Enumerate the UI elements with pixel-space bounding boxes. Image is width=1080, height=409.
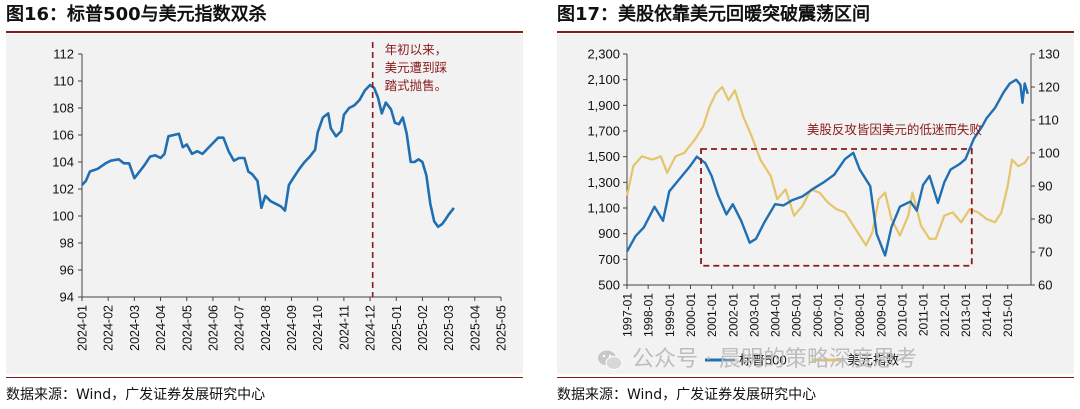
left-y-tick-label: 98 bbox=[60, 236, 74, 251]
left-annotation-text: 美元遭到踩 bbox=[385, 61, 448, 75]
right-right-y-tick-label: 100 bbox=[1038, 146, 1060, 161]
left-x-tick-label: 2025-04 bbox=[468, 305, 482, 351]
right-x-tick-label: 1997-01 bbox=[621, 293, 635, 337]
left-x-tick-label: 2024-03 bbox=[128, 305, 142, 351]
right-left-y-tick-label: 1,100 bbox=[587, 201, 620, 216]
left-annotation-text: 年初以来， bbox=[385, 43, 448, 57]
right-title-rule bbox=[557, 31, 1074, 33]
right-x-tick-label: 2005-01 bbox=[790, 293, 804, 337]
right-left-y-tick-label: 700 bbox=[598, 252, 620, 267]
left-chart-area bbox=[6, 34, 523, 374]
right-x-tick-label: 2008-01 bbox=[853, 293, 867, 337]
watermark: 公众号 · 晨明的策略深度思考 bbox=[596, 342, 917, 378]
right-bottom-rule bbox=[557, 377, 1074, 378]
left-y-tick-label: 110 bbox=[53, 74, 74, 89]
right-series-sp500 bbox=[625, 78, 1029, 257]
left-x-tick-label: 2024-08 bbox=[259, 305, 273, 351]
right-right-y-tick-label: 130 bbox=[1038, 47, 1060, 62]
right-left-y-tick-label: 1,900 bbox=[587, 98, 620, 113]
legend-dollar-label: 美元指数 bbox=[847, 353, 899, 368]
right-right-y-tick-label: 90 bbox=[1038, 179, 1052, 194]
wechat-icon bbox=[598, 350, 623, 370]
legend-sp500-label: 标普500 bbox=[739, 353, 787, 368]
left-x-tick-label: 2025-01 bbox=[390, 305, 404, 351]
right-x-tick-label: 2002-01 bbox=[726, 293, 740, 337]
right-annotation-box bbox=[700, 148, 973, 267]
left-y-tick-label: 94 bbox=[60, 290, 74, 305]
left-annotation-text: 踏式抛售。 bbox=[385, 78, 448, 93]
left-source-text: 数据来源：Wind，广发证券发展研究中心 bbox=[6, 387, 266, 403]
right-chart-area bbox=[557, 34, 1074, 374]
right-x-tick-label: 2001-01 bbox=[705, 293, 719, 337]
right-series-dollar-index bbox=[625, 85, 1030, 247]
left-x-tick-label: 2024-09 bbox=[285, 305, 299, 351]
right-x-tick-label: 2003-01 bbox=[747, 293, 761, 337]
left-x-tick-label: 2024-07 bbox=[233, 305, 247, 351]
right-x-tick-label: 2011-01 bbox=[917, 293, 931, 336]
left-x-tick-label: 2024-12 bbox=[364, 305, 378, 351]
left-y-tick-label: 100 bbox=[52, 209, 74, 224]
right-x-tick-label: 1998-01 bbox=[642, 293, 656, 337]
right-left-y-tick-label: 2,300 bbox=[587, 47, 620, 62]
watermark-text: 公众号 · 晨明的策略深度思考 bbox=[632, 347, 917, 372]
right-left-y-tick-label: 2,100 bbox=[587, 72, 620, 87]
right-left-y-tick-label: 900 bbox=[598, 226, 620, 241]
right-left-y-tick-label: 1,300 bbox=[587, 175, 620, 190]
right-x-tick-label: 2015-01 bbox=[1001, 293, 1015, 337]
left-x-tick-label: 2024-02 bbox=[102, 305, 116, 351]
left-y-tick-label: 104 bbox=[52, 155, 74, 170]
left-y-tick-label: 102 bbox=[52, 182, 74, 197]
left-x-tick-label: 2024-01 bbox=[76, 305, 90, 351]
left-x-tick-label: 2024-04 bbox=[154, 305, 168, 351]
right-x-tick-label: 2004-01 bbox=[769, 293, 783, 337]
left-x-tick-label: 2024-11 bbox=[337, 305, 351, 350]
left-bottom-rule bbox=[6, 377, 523, 378]
right-left-y-tick-label: 500 bbox=[598, 278, 620, 293]
right-x-tick-label: 2009-01 bbox=[874, 293, 888, 337]
right-right-y-tick-label: 60 bbox=[1038, 278, 1052, 293]
left-y-tick-label: 108 bbox=[52, 101, 74, 116]
right-x-tick-label: 2013-01 bbox=[959, 293, 973, 337]
right-left-y-tick-label: 1,500 bbox=[587, 149, 620, 164]
right-x-tick-label: 2007-01 bbox=[832, 293, 846, 337]
left-series-line bbox=[81, 83, 455, 229]
left-x-tick-label: 2025-05 bbox=[495, 305, 509, 351]
left-y-tick-label: 106 bbox=[52, 128, 74, 143]
right-annotation-text: 美股反攻皆因美元的低迷而失败 bbox=[807, 122, 983, 137]
left-line-chart: 94 96 98 100 102 104 106 108 110 112 2024-01 2024-0… bbox=[52, 42, 509, 351]
right-right-y-tick-label: 70 bbox=[1038, 245, 1052, 260]
left-x-tick-label: 2024-06 bbox=[206, 305, 220, 351]
right-x-tick-label: 2000-01 bbox=[684, 293, 698, 337]
left-x-tick-label: 2024-10 bbox=[311, 305, 325, 351]
right-source-text: 数据来源：Wind，广发证券发展研究中心 bbox=[557, 387, 817, 403]
right-x-tick-label: 1999-01 bbox=[663, 293, 677, 337]
right-right-y-tick-label: 80 bbox=[1038, 212, 1052, 227]
left-y-tick-label: 96 bbox=[60, 263, 74, 278]
left-x-tick-label: 2025-03 bbox=[442, 305, 456, 351]
right-x-tick-label: 2006-01 bbox=[811, 293, 825, 337]
right-x-tick-label: 2012-01 bbox=[938, 293, 952, 337]
right-left-y-tick-label: 1,700 bbox=[587, 124, 620, 139]
right-x-tick-label: 2010-01 bbox=[895, 293, 909, 337]
right-dual-axis-chart: 500 700 900 1,100 1,300 1,500 1,700 1,900 2,100 2… bbox=[587, 47, 1060, 368]
left-x-tick-label: 2025-02 bbox=[416, 305, 430, 351]
right-right-y-tick-label: 110 bbox=[1038, 113, 1059, 128]
right-right-y-tick-label: 120 bbox=[1038, 80, 1060, 95]
left-title-rule bbox=[6, 31, 523, 33]
right-chart-title: 图17：美股依靠美元回暖突破震荡区间 bbox=[557, 4, 871, 25]
left-chart-title: 图16：标普500与美元指数双杀 bbox=[6, 4, 267, 25]
left-x-tick-label: 2024-05 bbox=[180, 305, 194, 351]
left-y-tick-label: 112 bbox=[53, 47, 74, 62]
right-x-tick-label: 2014-01 bbox=[980, 293, 994, 337]
